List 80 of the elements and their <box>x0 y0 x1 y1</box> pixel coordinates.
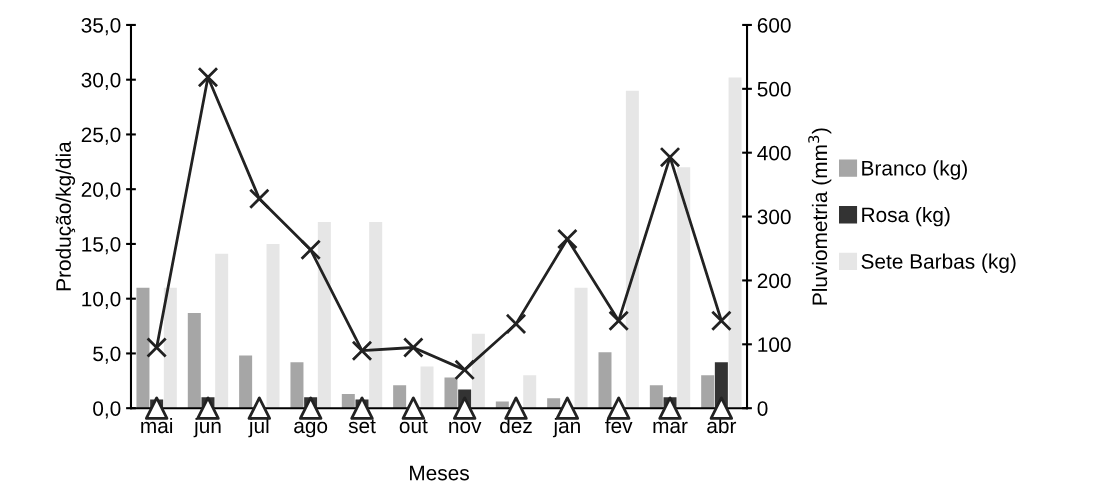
legend-label: Branco (kg) <box>862 160 967 180</box>
bar <box>677 167 691 409</box>
point <box>659 146 681 168</box>
point <box>505 313 527 335</box>
bar <box>215 253 229 409</box>
x-tick-label: abr <box>707 417 737 434</box>
point <box>607 396 631 420</box>
legend-label: Rosa (kg) <box>862 206 950 227</box>
bar <box>471 333 485 409</box>
bar <box>728 77 742 409</box>
x-tick-label: jul <box>248 417 269 438</box>
point <box>555 396 580 420</box>
bar <box>598 352 612 409</box>
bar <box>136 287 150 409</box>
y-axis-title: Produção/kg/dia <box>55 141 76 291</box>
y2-tick-label: 0 <box>757 401 768 416</box>
bar <box>239 355 253 409</box>
y-tick-label: 15,0 <box>82 236 121 255</box>
x-tick-label: dez <box>500 417 532 434</box>
bar <box>420 366 434 409</box>
bar <box>649 385 663 409</box>
point <box>504 396 528 420</box>
x-tick-label: set <box>348 419 376 434</box>
point <box>196 396 220 420</box>
point <box>197 66 219 88</box>
bar <box>393 385 407 409</box>
bar <box>547 398 561 409</box>
y-tick-label: 5,0 <box>93 346 121 364</box>
bar <box>701 375 715 409</box>
point <box>710 310 732 332</box>
bar <box>266 243 280 409</box>
bar <box>290 362 304 409</box>
point <box>247 396 272 420</box>
point <box>146 337 168 358</box>
y-tick-label: 35,0 <box>81 17 121 36</box>
point <box>452 396 477 420</box>
x-tick-label: fev <box>605 417 633 434</box>
point <box>709 396 734 420</box>
bar <box>444 377 458 409</box>
y2-tick-label: 400 <box>757 145 791 161</box>
x-tick-label: nov <box>449 421 482 434</box>
point <box>402 337 424 358</box>
point <box>350 396 374 420</box>
bar <box>163 287 177 409</box>
point <box>300 239 322 261</box>
y-tick-label: 30,0 <box>81 72 121 90</box>
y2-tick-label: 300 <box>757 209 791 225</box>
y2-tick-label: 100 <box>758 337 791 353</box>
x-tick-label: out <box>399 419 428 434</box>
y2-axis-title: Pluviometria (mm$^{3}$) <box>808 128 832 305</box>
y2-tick-label: 200 <box>757 273 791 289</box>
x-tick-label: mar <box>653 421 688 434</box>
point <box>248 188 270 210</box>
point <box>144 396 169 420</box>
x-tick-label: mai <box>141 417 173 434</box>
legend-label: Sete Barbas (kg) <box>861 253 1016 273</box>
x-tick-label: ago <box>294 421 328 438</box>
y-tick-label: 25,0 <box>81 127 121 145</box>
point <box>351 340 373 362</box>
bar <box>574 287 588 409</box>
bar <box>341 393 355 409</box>
bar <box>625 90 639 409</box>
point <box>608 310 630 332</box>
point <box>298 396 323 420</box>
point <box>401 396 426 420</box>
point <box>454 359 476 381</box>
y-tick-label: 0,0 <box>93 401 121 419</box>
y-tick-label: 20,0 <box>81 182 121 200</box>
y-tick-label: 10,0 <box>82 291 121 309</box>
point <box>556 228 578 250</box>
point <box>658 396 682 420</box>
bar <box>523 375 537 409</box>
bar <box>369 222 383 409</box>
x-tick-label: jun <box>193 417 221 438</box>
x-tick-label: jan <box>552 417 580 438</box>
y2-tick-label: 500 <box>757 81 791 97</box>
bar <box>187 312 201 409</box>
y2-tick-label: 600 <box>757 17 791 33</box>
x-axis-title: Meses <box>410 465 469 481</box>
bar <box>317 222 331 409</box>
